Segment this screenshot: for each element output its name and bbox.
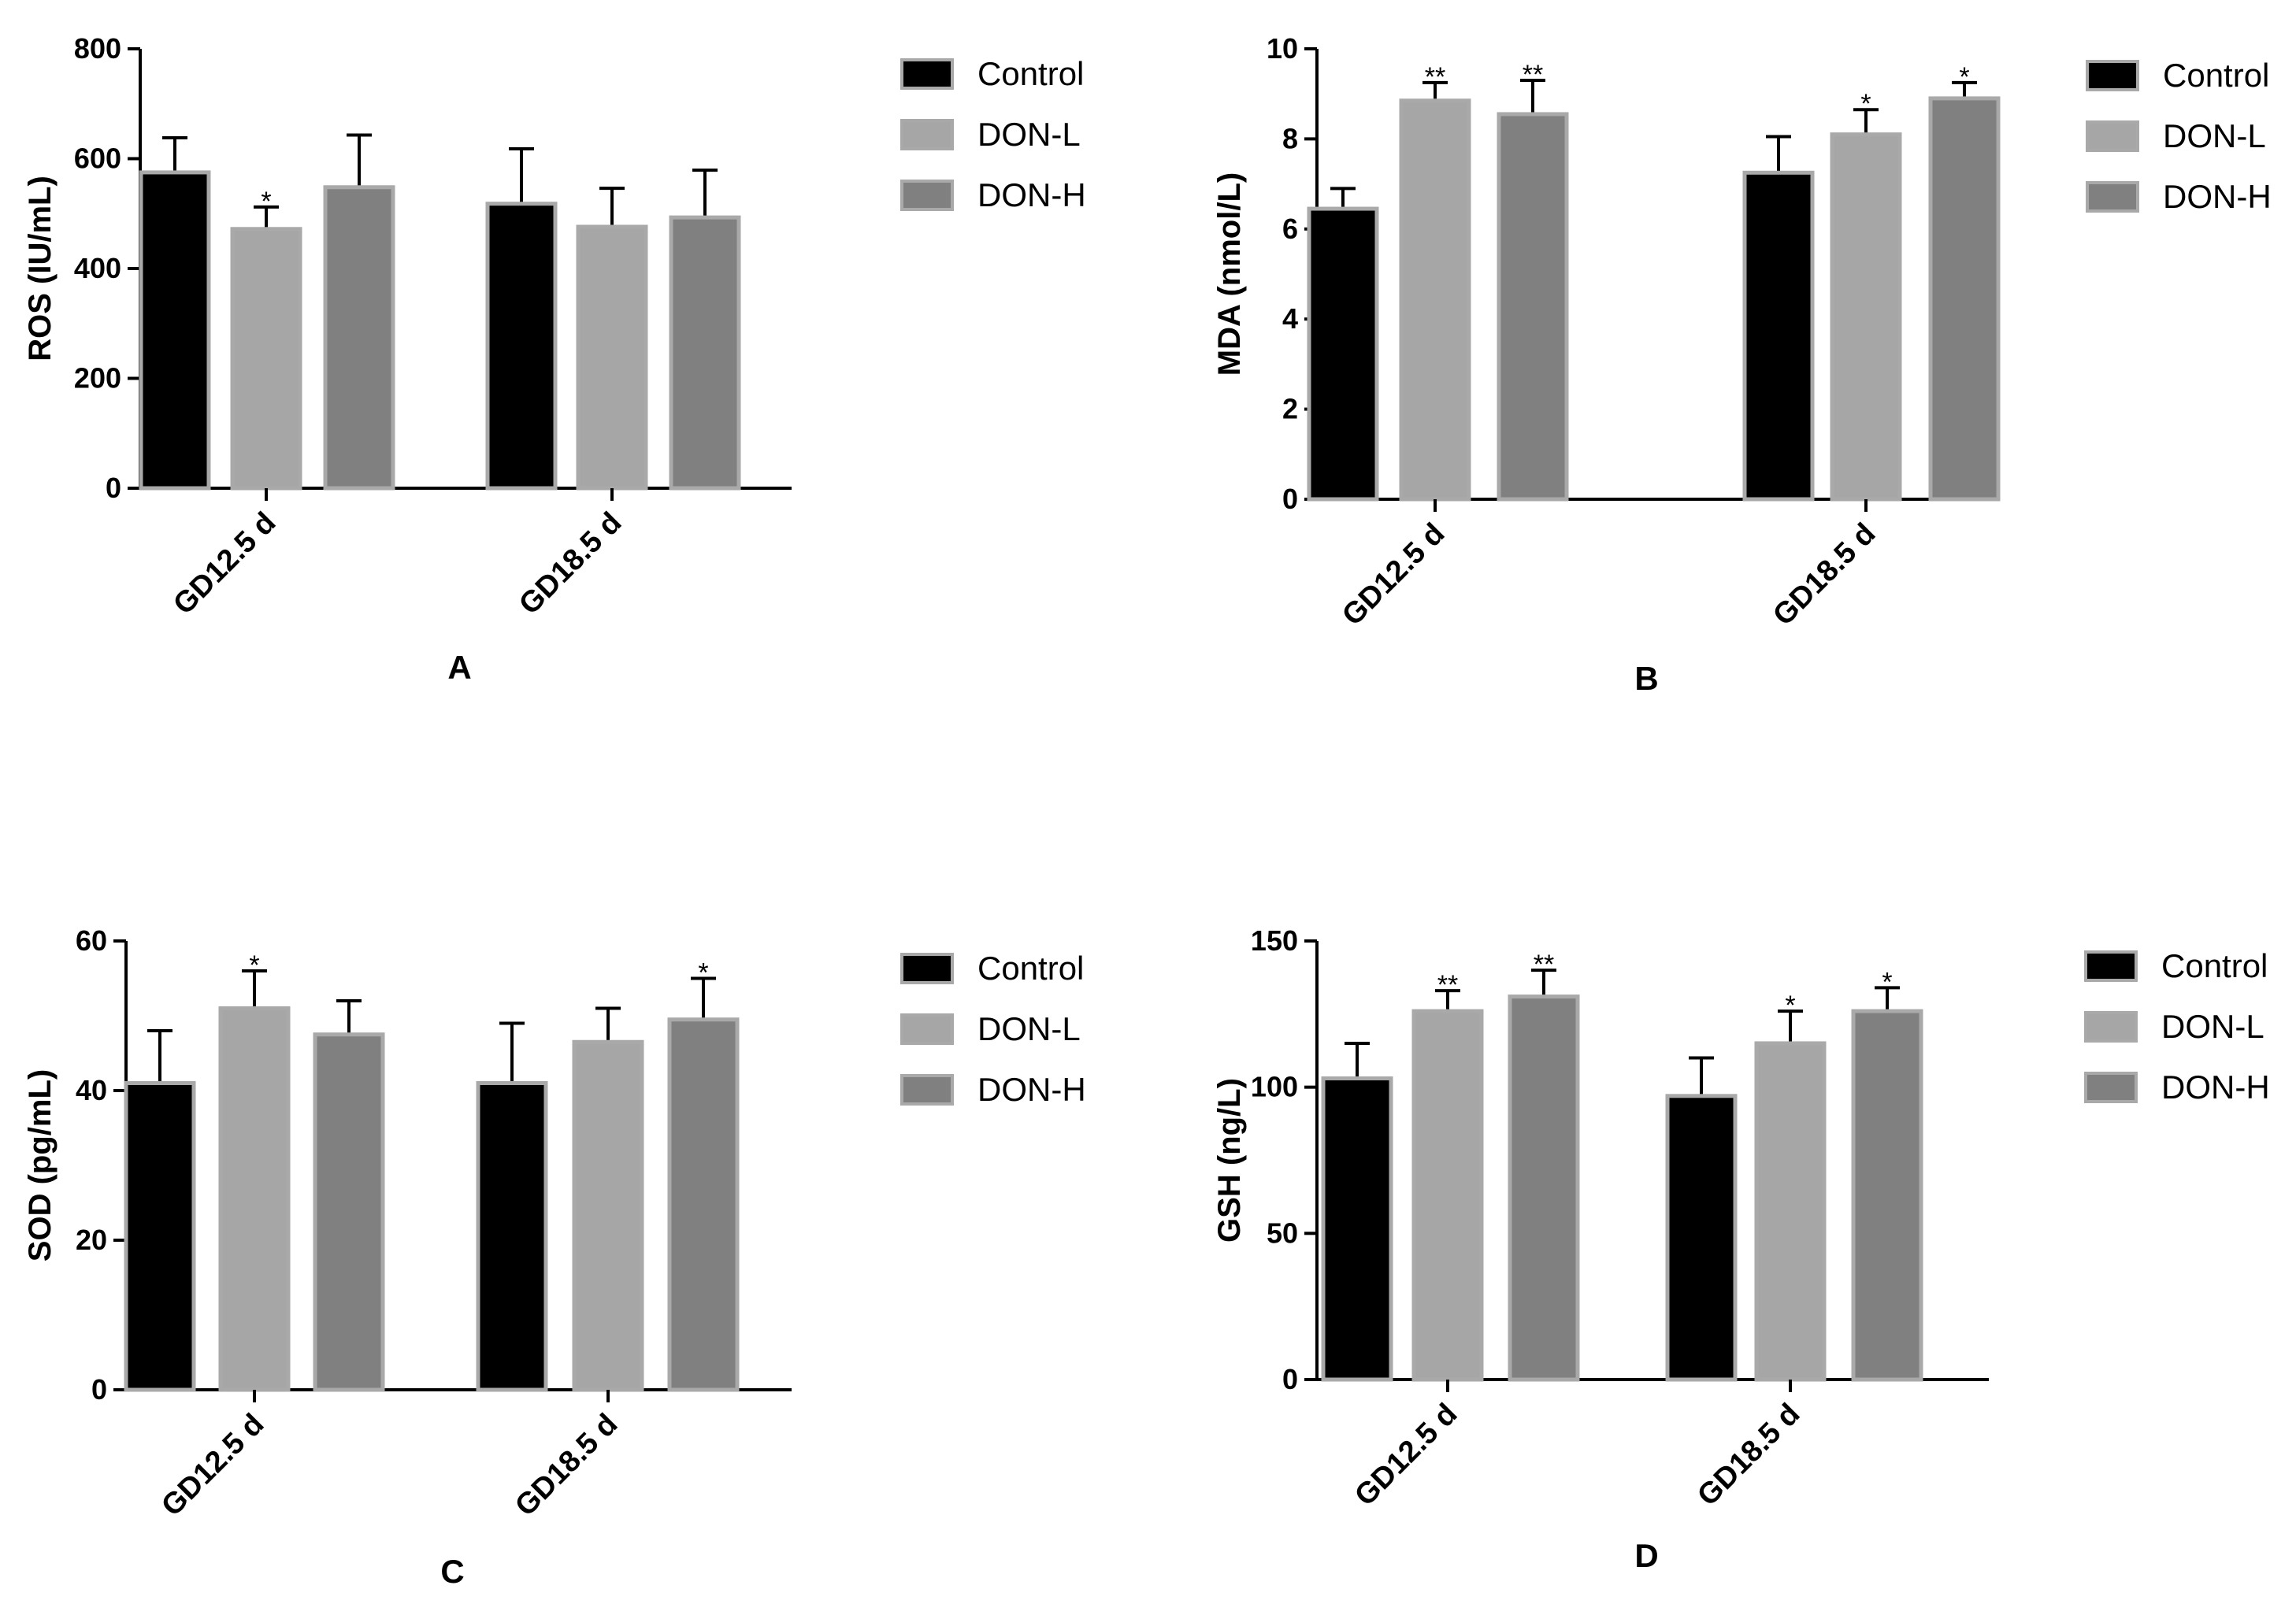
legend-swatch-don-l (2086, 120, 2139, 152)
significance-mark: * (1860, 89, 1871, 119)
x-category-label: GD12.5 d (167, 506, 282, 621)
significance-mark: ** (1523, 60, 1543, 90)
legend-swatch-control (2084, 950, 2138, 982)
y-tick-label: 0 (91, 1373, 107, 1406)
significance-mark: * (249, 950, 259, 980)
legend-label-don-h: DON-H (2161, 1069, 2270, 1106)
x-category-label: GD12.5 d (1348, 1398, 1463, 1513)
bar-control-gd12-5 (1321, 1076, 1393, 1382)
panel-label: A (447, 649, 471, 686)
legend-label-control: Control (2163, 57, 2269, 94)
bar-don-h-gd18-5 (669, 215, 741, 491)
bar-don-l-gd18-5 (1754, 1041, 1827, 1382)
legend-swatch-don-l (900, 119, 954, 150)
bar-don-l-gd12-5 (1399, 98, 1471, 502)
panel-label: D (1634, 1537, 1658, 1574)
y-axis-label: ROS (IU/mL) (23, 176, 57, 361)
legend-swatch-don-l (2084, 1011, 2138, 1043)
x-category-label: GD12.5 d (155, 1408, 270, 1523)
legend-label-control: Control (2161, 947, 2268, 984)
bar-don-h-gd12-5 (1508, 995, 1580, 1382)
bar-control-gd12-5 (139, 170, 211, 491)
y-tick-label: 50 (1267, 1217, 1298, 1249)
legend-label-don-h: DON-H (977, 176, 1086, 213)
y-tick-label: 600 (74, 143, 121, 175)
legend-swatch-don-h (2086, 181, 2139, 213)
legend-swatch-don-h (900, 1074, 954, 1106)
legend-swatch-don-l (900, 1013, 954, 1045)
y-tick-label: 4 (1282, 302, 1298, 335)
bar-don-h-gd18-5 (667, 1017, 740, 1392)
y-axis-label: GSH (ng/L) (1212, 1078, 1247, 1243)
y-tick-label: 100 (1251, 1071, 1298, 1103)
legend-label-control: Control (977, 55, 1084, 92)
significance-mark: * (1959, 62, 1969, 92)
panel-label: B (1634, 660, 1658, 697)
bar-don-h-gd18-5 (1851, 1009, 1923, 1382)
legend-label-don-l: DON-L (2163, 117, 2266, 154)
y-tick-label: 200 (74, 362, 121, 394)
significance-mark: * (1882, 967, 1892, 997)
bar-don-l-gd12-5 (218, 1006, 291, 1392)
y-tick-label: 150 (1251, 924, 1298, 957)
legend-swatch-don-h (900, 180, 954, 211)
y-tick-label: 8 (1282, 122, 1298, 154)
bar-don-l-gd12-5 (1411, 1009, 1484, 1382)
bar-control-gd18-5 (1665, 1094, 1738, 1382)
y-tick-label: 40 (76, 1074, 107, 1106)
x-category-label: GD18.5 d (513, 506, 628, 621)
bar-don-h-gd12-5 (323, 185, 395, 491)
bar-control-gd18-5 (1742, 170, 1815, 502)
legend-swatch-control (900, 58, 954, 90)
legend-label-don-l: DON-L (2161, 1008, 2264, 1045)
legend-swatch-control (900, 953, 954, 984)
significance-mark: * (261, 187, 271, 217)
y-tick-label: 800 (74, 32, 121, 65)
legend-swatch-don-h (2084, 1072, 2138, 1103)
y-tick-label: 0 (1282, 483, 1298, 515)
x-category-label: GD18.5 d (1691, 1398, 1806, 1513)
bar-don-h-gd12-5 (313, 1032, 385, 1392)
legend-swatch-control (2086, 60, 2139, 91)
legend-label-don-l: DON-L (977, 1010, 1081, 1047)
y-tick-label: 2 (1282, 393, 1298, 425)
bar-don-h-gd18-5 (1928, 96, 2001, 502)
y-axis-label: SOD (pg/mL) (23, 1069, 57, 1261)
y-tick-label: 400 (74, 252, 121, 284)
legend-label-don-l: DON-L (977, 116, 1081, 153)
bar-don-h-gd12-5 (1497, 112, 1569, 502)
significance-mark: * (1785, 991, 1795, 1020)
bar-control-gd12-5 (124, 1081, 196, 1392)
bar-control-gd18-5 (485, 202, 558, 491)
x-category-label: GD18.5 d (1767, 517, 1882, 632)
significance-mark: ** (1534, 950, 1554, 980)
y-tick-label: 0 (106, 472, 121, 504)
x-category-label: GD18.5 d (509, 1408, 624, 1523)
y-tick-label: 6 (1282, 213, 1298, 245)
bar-don-l-gd18-5 (576, 224, 648, 491)
y-axis-label: MDA (nmol/L) (1212, 172, 1247, 376)
legend-label-don-h: DON-H (2163, 178, 2272, 215)
bar-control-gd12-5 (1307, 206, 1379, 502)
y-tick-label: 10 (1267, 32, 1298, 65)
legend-label-don-h: DON-H (977, 1071, 1086, 1108)
y-tick-label: 60 (76, 924, 107, 957)
bar-don-l-gd18-5 (1830, 132, 1902, 502)
significance-mark: ** (1425, 62, 1445, 92)
panel-label: C (440, 1553, 464, 1590)
bar-control-gd18-5 (476, 1081, 548, 1392)
y-tick-label: 0 (1282, 1363, 1298, 1395)
legend-label-control: Control (977, 950, 1084, 987)
x-category-label: GD12.5 d (1336, 517, 1451, 632)
bar-don-l-gd12-5 (230, 227, 302, 491)
y-tick-label: 20 (76, 1224, 107, 1256)
panel-a: 0 200 400 600 800 ROS (IU/mL) * GD12.5 d GD18.5 … (23, 32, 1086, 686)
significance-mark: * (698, 958, 708, 988)
significance-mark: ** (1437, 970, 1458, 1000)
bar-don-l-gd18-5 (572, 1039, 644, 1392)
panel-c: 0 20 40 60 SOD (pg/mL) * * GD12.5 d GD18.5 d C Con… (23, 924, 1086, 1590)
